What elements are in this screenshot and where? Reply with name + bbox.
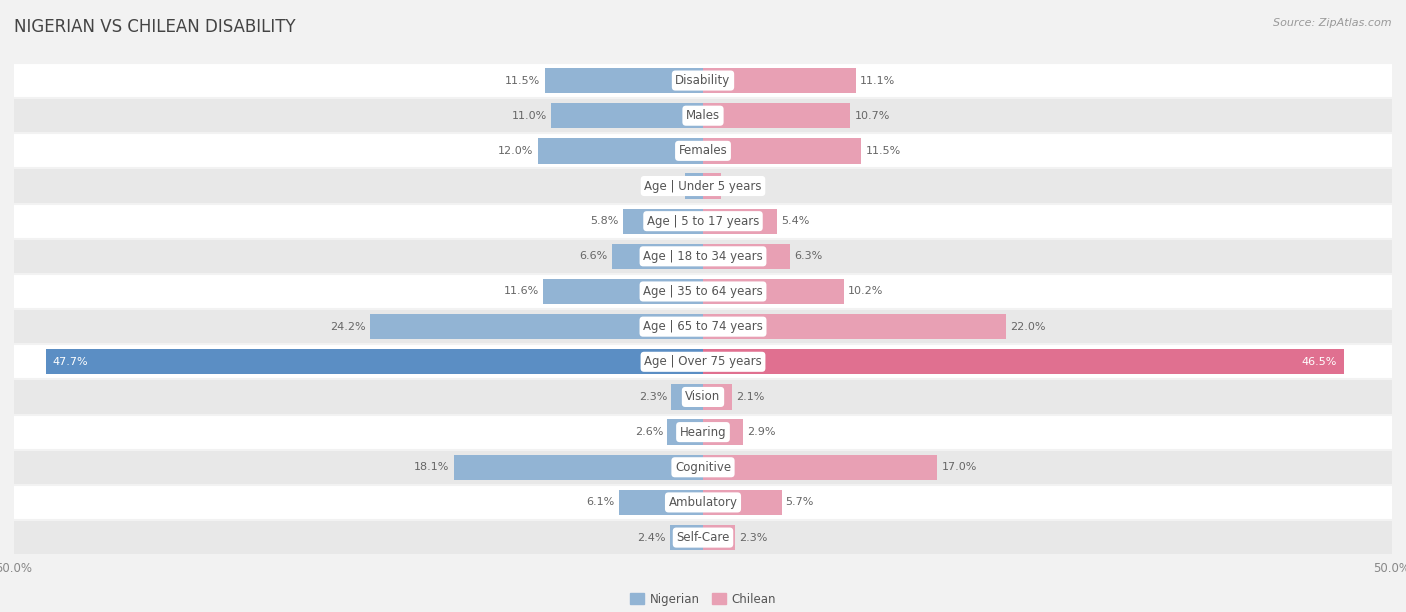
Bar [703,138,862,163]
Text: Hearing: Hearing [679,425,727,439]
Text: Vision: Vision [685,390,721,403]
Text: 2.4%: 2.4% [637,532,666,543]
Bar [14,520,1392,555]
Bar [671,384,703,409]
Bar [46,349,703,375]
Text: 10.7%: 10.7% [855,111,890,121]
Text: 11.6%: 11.6% [503,286,538,296]
Bar [703,173,721,199]
Bar [703,68,856,93]
Bar [612,244,703,269]
Text: NIGERIAN VS CHILEAN DISABILITY: NIGERIAN VS CHILEAN DISABILITY [14,18,295,36]
Text: 5.4%: 5.4% [782,216,810,226]
Bar [703,455,938,480]
Text: Age | 18 to 34 years: Age | 18 to 34 years [643,250,763,263]
Bar [14,63,1392,98]
Text: Cognitive: Cognitive [675,461,731,474]
Text: 12.0%: 12.0% [498,146,533,156]
Bar [703,349,1344,375]
Text: 11.5%: 11.5% [866,146,901,156]
Bar [14,485,1392,520]
Text: Age | Under 5 years: Age | Under 5 years [644,179,762,193]
Bar [14,133,1392,168]
Bar [703,384,733,409]
Bar [14,344,1392,379]
Text: 5.7%: 5.7% [786,498,814,507]
Text: 47.7%: 47.7% [52,357,89,367]
Bar [703,314,1007,339]
Bar [14,379,1392,414]
Bar [703,279,844,304]
Bar [703,209,778,234]
Text: 24.2%: 24.2% [330,322,366,332]
Bar [14,274,1392,309]
Bar [551,103,703,129]
Bar [14,450,1392,485]
Text: 11.0%: 11.0% [512,111,547,121]
Text: 1.3%: 1.3% [652,181,681,191]
Bar [703,419,742,445]
Bar [537,138,703,163]
Bar [14,98,1392,133]
Text: Age | Over 75 years: Age | Over 75 years [644,356,762,368]
Text: 2.3%: 2.3% [638,392,668,402]
Text: Source: ZipAtlas.com: Source: ZipAtlas.com [1274,18,1392,28]
Text: 2.1%: 2.1% [737,392,765,402]
Text: 6.3%: 6.3% [794,252,823,261]
Bar [703,244,790,269]
Text: 1.3%: 1.3% [725,181,754,191]
Bar [619,490,703,515]
Text: 2.3%: 2.3% [738,532,768,543]
Text: Disability: Disability [675,74,731,87]
Text: 2.9%: 2.9% [747,427,776,437]
Text: 6.6%: 6.6% [579,252,607,261]
Bar [703,103,851,129]
Bar [685,173,703,199]
Text: Self-Care: Self-Care [676,531,730,544]
Bar [543,279,703,304]
Text: Age | 65 to 74 years: Age | 65 to 74 years [643,320,763,333]
Text: 10.2%: 10.2% [848,286,883,296]
Bar [703,490,782,515]
Bar [370,314,703,339]
Text: 18.1%: 18.1% [415,462,450,472]
Text: Age | 5 to 17 years: Age | 5 to 17 years [647,215,759,228]
Text: 11.5%: 11.5% [505,75,540,86]
Text: Males: Males [686,109,720,122]
Text: 2.6%: 2.6% [634,427,664,437]
Text: 6.1%: 6.1% [586,498,614,507]
Bar [669,525,703,550]
Bar [623,209,703,234]
Text: 46.5%: 46.5% [1302,357,1337,367]
Bar [668,419,703,445]
Text: Females: Females [679,144,727,157]
Bar [14,204,1392,239]
Bar [14,168,1392,204]
Text: Ambulatory: Ambulatory [668,496,738,509]
Bar [14,414,1392,450]
Bar [454,455,703,480]
Bar [703,525,735,550]
Bar [544,68,703,93]
Bar [14,239,1392,274]
Bar [14,309,1392,344]
Legend: Nigerian, Chilean: Nigerian, Chilean [626,588,780,611]
Text: Age | 35 to 64 years: Age | 35 to 64 years [643,285,763,298]
Text: 11.1%: 11.1% [860,75,896,86]
Text: 22.0%: 22.0% [1011,322,1046,332]
Text: 17.0%: 17.0% [942,462,977,472]
Text: 5.8%: 5.8% [591,216,619,226]
